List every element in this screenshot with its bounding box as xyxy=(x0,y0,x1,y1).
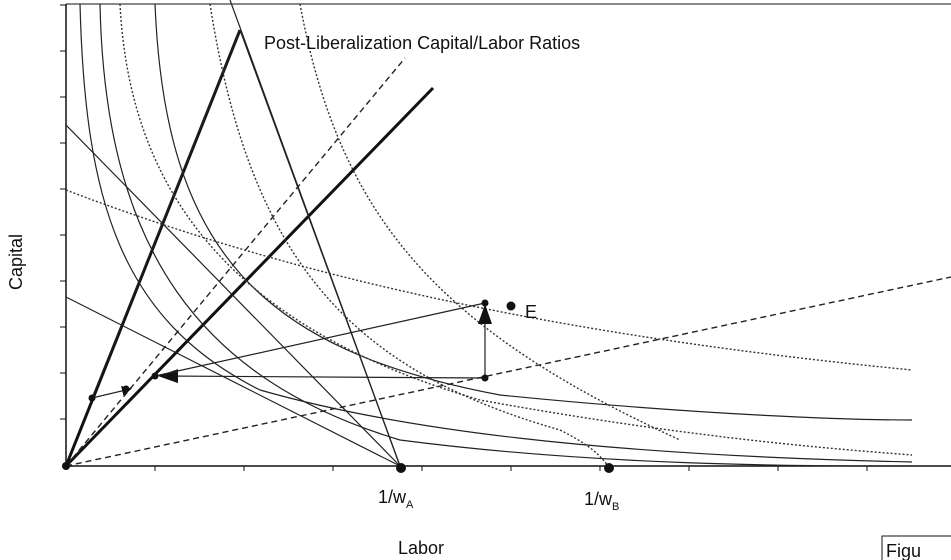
x-label: 1/wB xyxy=(584,489,619,513)
y-axis-label: Capital xyxy=(6,234,26,290)
rays xyxy=(64,29,951,468)
x-label: 1/wA xyxy=(378,487,414,511)
points xyxy=(62,299,614,473)
x-axis-label: Labor xyxy=(398,538,444,558)
axes xyxy=(60,3,951,471)
isoquants xyxy=(65,3,913,467)
annotation: Post-Liberalization Capital/Labor Ratios xyxy=(264,33,580,53)
point-label: E xyxy=(525,302,537,322)
caption-box xyxy=(881,535,951,560)
figure-caption: Figu xyxy=(886,541,921,560)
arrows xyxy=(91,302,492,399)
isocost-lines xyxy=(65,0,401,467)
